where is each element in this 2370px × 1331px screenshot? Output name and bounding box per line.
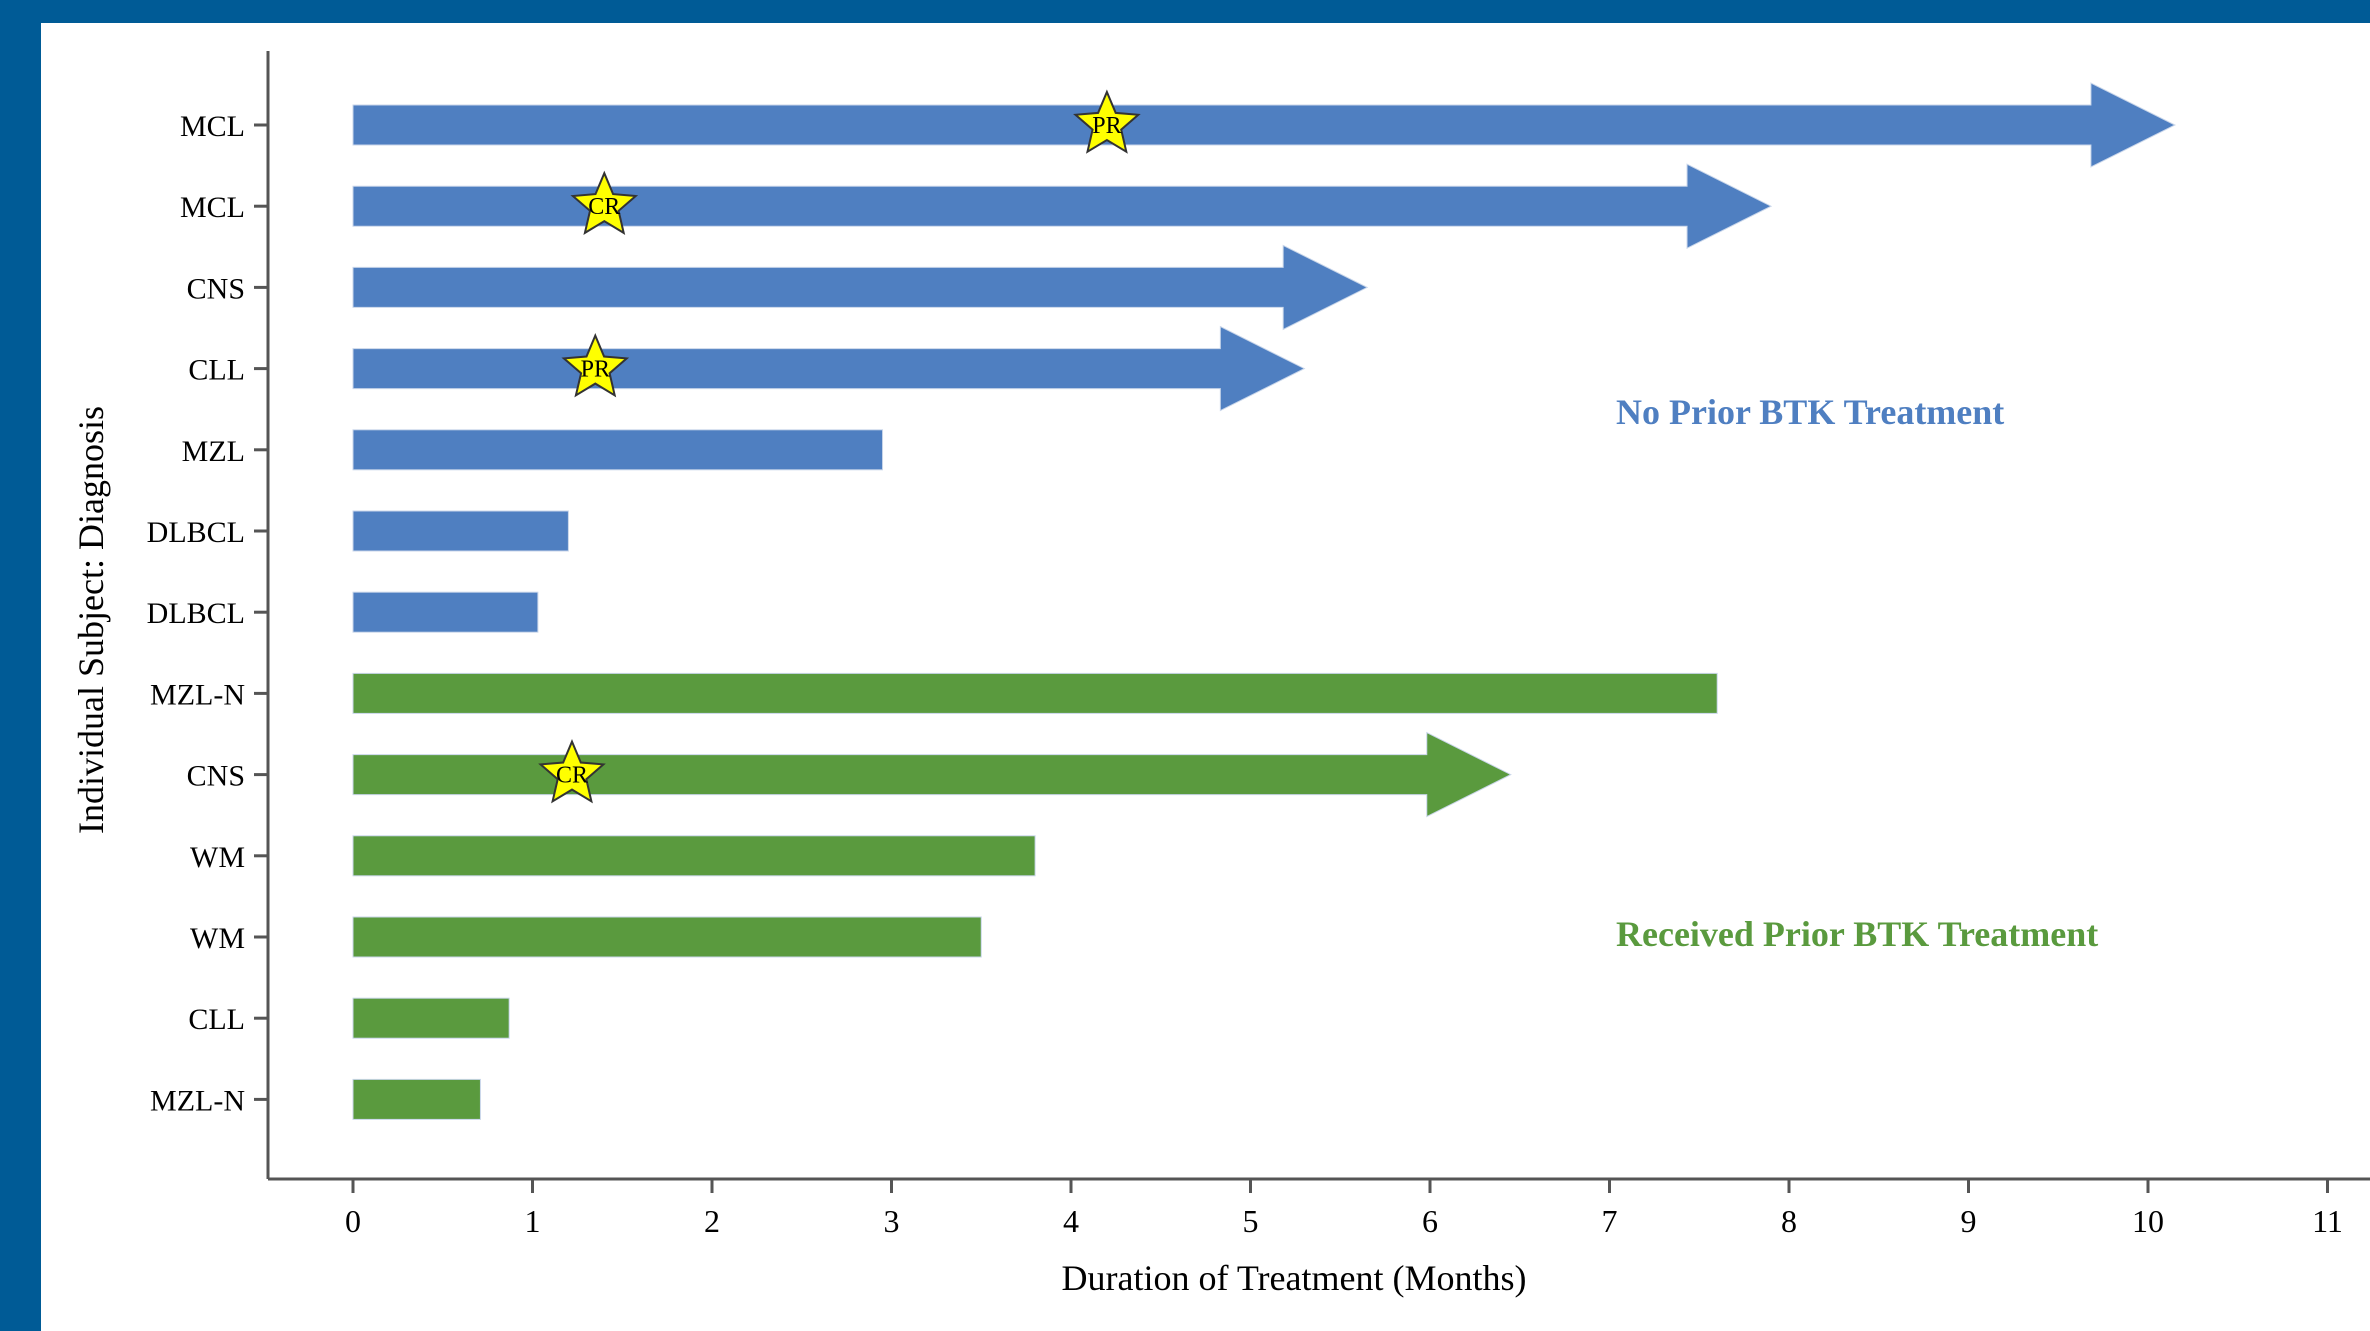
y-tick-label: CLL [188,1003,245,1036]
treatment-bar [352,429,884,471]
x-tick-label: 6 [1422,1203,1438,1239]
bars-layer [352,82,2177,1120]
x-tick-label: 7 [1602,1203,1618,1239]
ongoing-treatment-arrow [352,163,1773,250]
axes-layer: 0 1 2 3 4 5 6 7 8 9 10 11 MCL MCL CNS CLL MZL DLBCL DLBCL M… [147,51,2370,1239]
y-tick-label: MCL [180,110,245,143]
y-axis-label: Individual Subject: Diagnosis [71,406,111,834]
y-tick-label: CLL [188,354,245,387]
y-tick-label: MCL [180,191,245,224]
y-tick-label: DLBCL [147,516,245,549]
ongoing-treatment-arrow [352,82,2177,168]
y-tick-label: CNS [187,272,245,305]
ongoing-treatment-arrow [352,244,1369,331]
treatment-bar [352,591,539,633]
response-star-icon [1073,89,1141,154]
y-tick-label: MZL-N [150,1084,245,1117]
group-label-no-prior-btk: No Prior BTK Treatment [1616,392,2004,432]
treatment-bar [352,510,569,552]
ongoing-treatment-arrow [352,731,1512,818]
response-star-icon [561,333,630,398]
treatment-bar [352,1078,481,1120]
chart-panel: PR CR PR CR 0 1 2 3 4 5 6 7 8 9 10 11 MCL MCL CNS CLL MZL DL… [41,23,2370,1331]
x-tick-label: 4 [1063,1203,1079,1239]
x-tick-label: 8 [1781,1203,1797,1239]
y-tick-label: MZL-N [150,678,245,711]
response-label: CR [556,763,588,789]
response-markers-layer: PR CR PR CR [538,89,1141,804]
response-star-icon [538,739,606,804]
response-label: CR [588,194,620,220]
swimmer-plot: PR CR PR CR 0 1 2 3 4 5 6 7 8 9 10 11 MCL MCL CNS CLL MZL DL… [71,51,2370,1298]
treatment-bar [352,997,510,1039]
treatment-bar [352,672,1718,714]
treatment-bar [352,916,982,958]
x-tick-label: 1 [525,1203,541,1239]
x-tick-label: 5 [1243,1203,1259,1239]
x-tick-label: 10 [2132,1203,2164,1239]
group-label-received-prior-btk: Received Prior BTK Treatment [1616,914,2098,954]
ongoing-treatment-arrow [352,325,1306,412]
x-axis-label: Duration of Treatment (Months) [1062,1258,1527,1298]
response-label: PR [1092,113,1121,139]
y-tick-label: WM [190,841,245,874]
x-tick-label: 0 [345,1203,361,1239]
y-tick-label: DLBCL [147,597,245,630]
y-tick-label: MZL [182,435,245,468]
x-tick-label: 2 [704,1203,720,1239]
x-tick-label: 9 [1961,1203,1977,1239]
treatment-bar [352,835,1036,877]
x-tick-label: 11 [2312,1203,2343,1239]
response-star-icon [570,170,639,235]
response-label: PR [581,357,610,383]
x-tick-label: 3 [884,1203,900,1239]
y-tick-label: WM [190,922,245,955]
y-tick-label: CNS [187,760,245,793]
